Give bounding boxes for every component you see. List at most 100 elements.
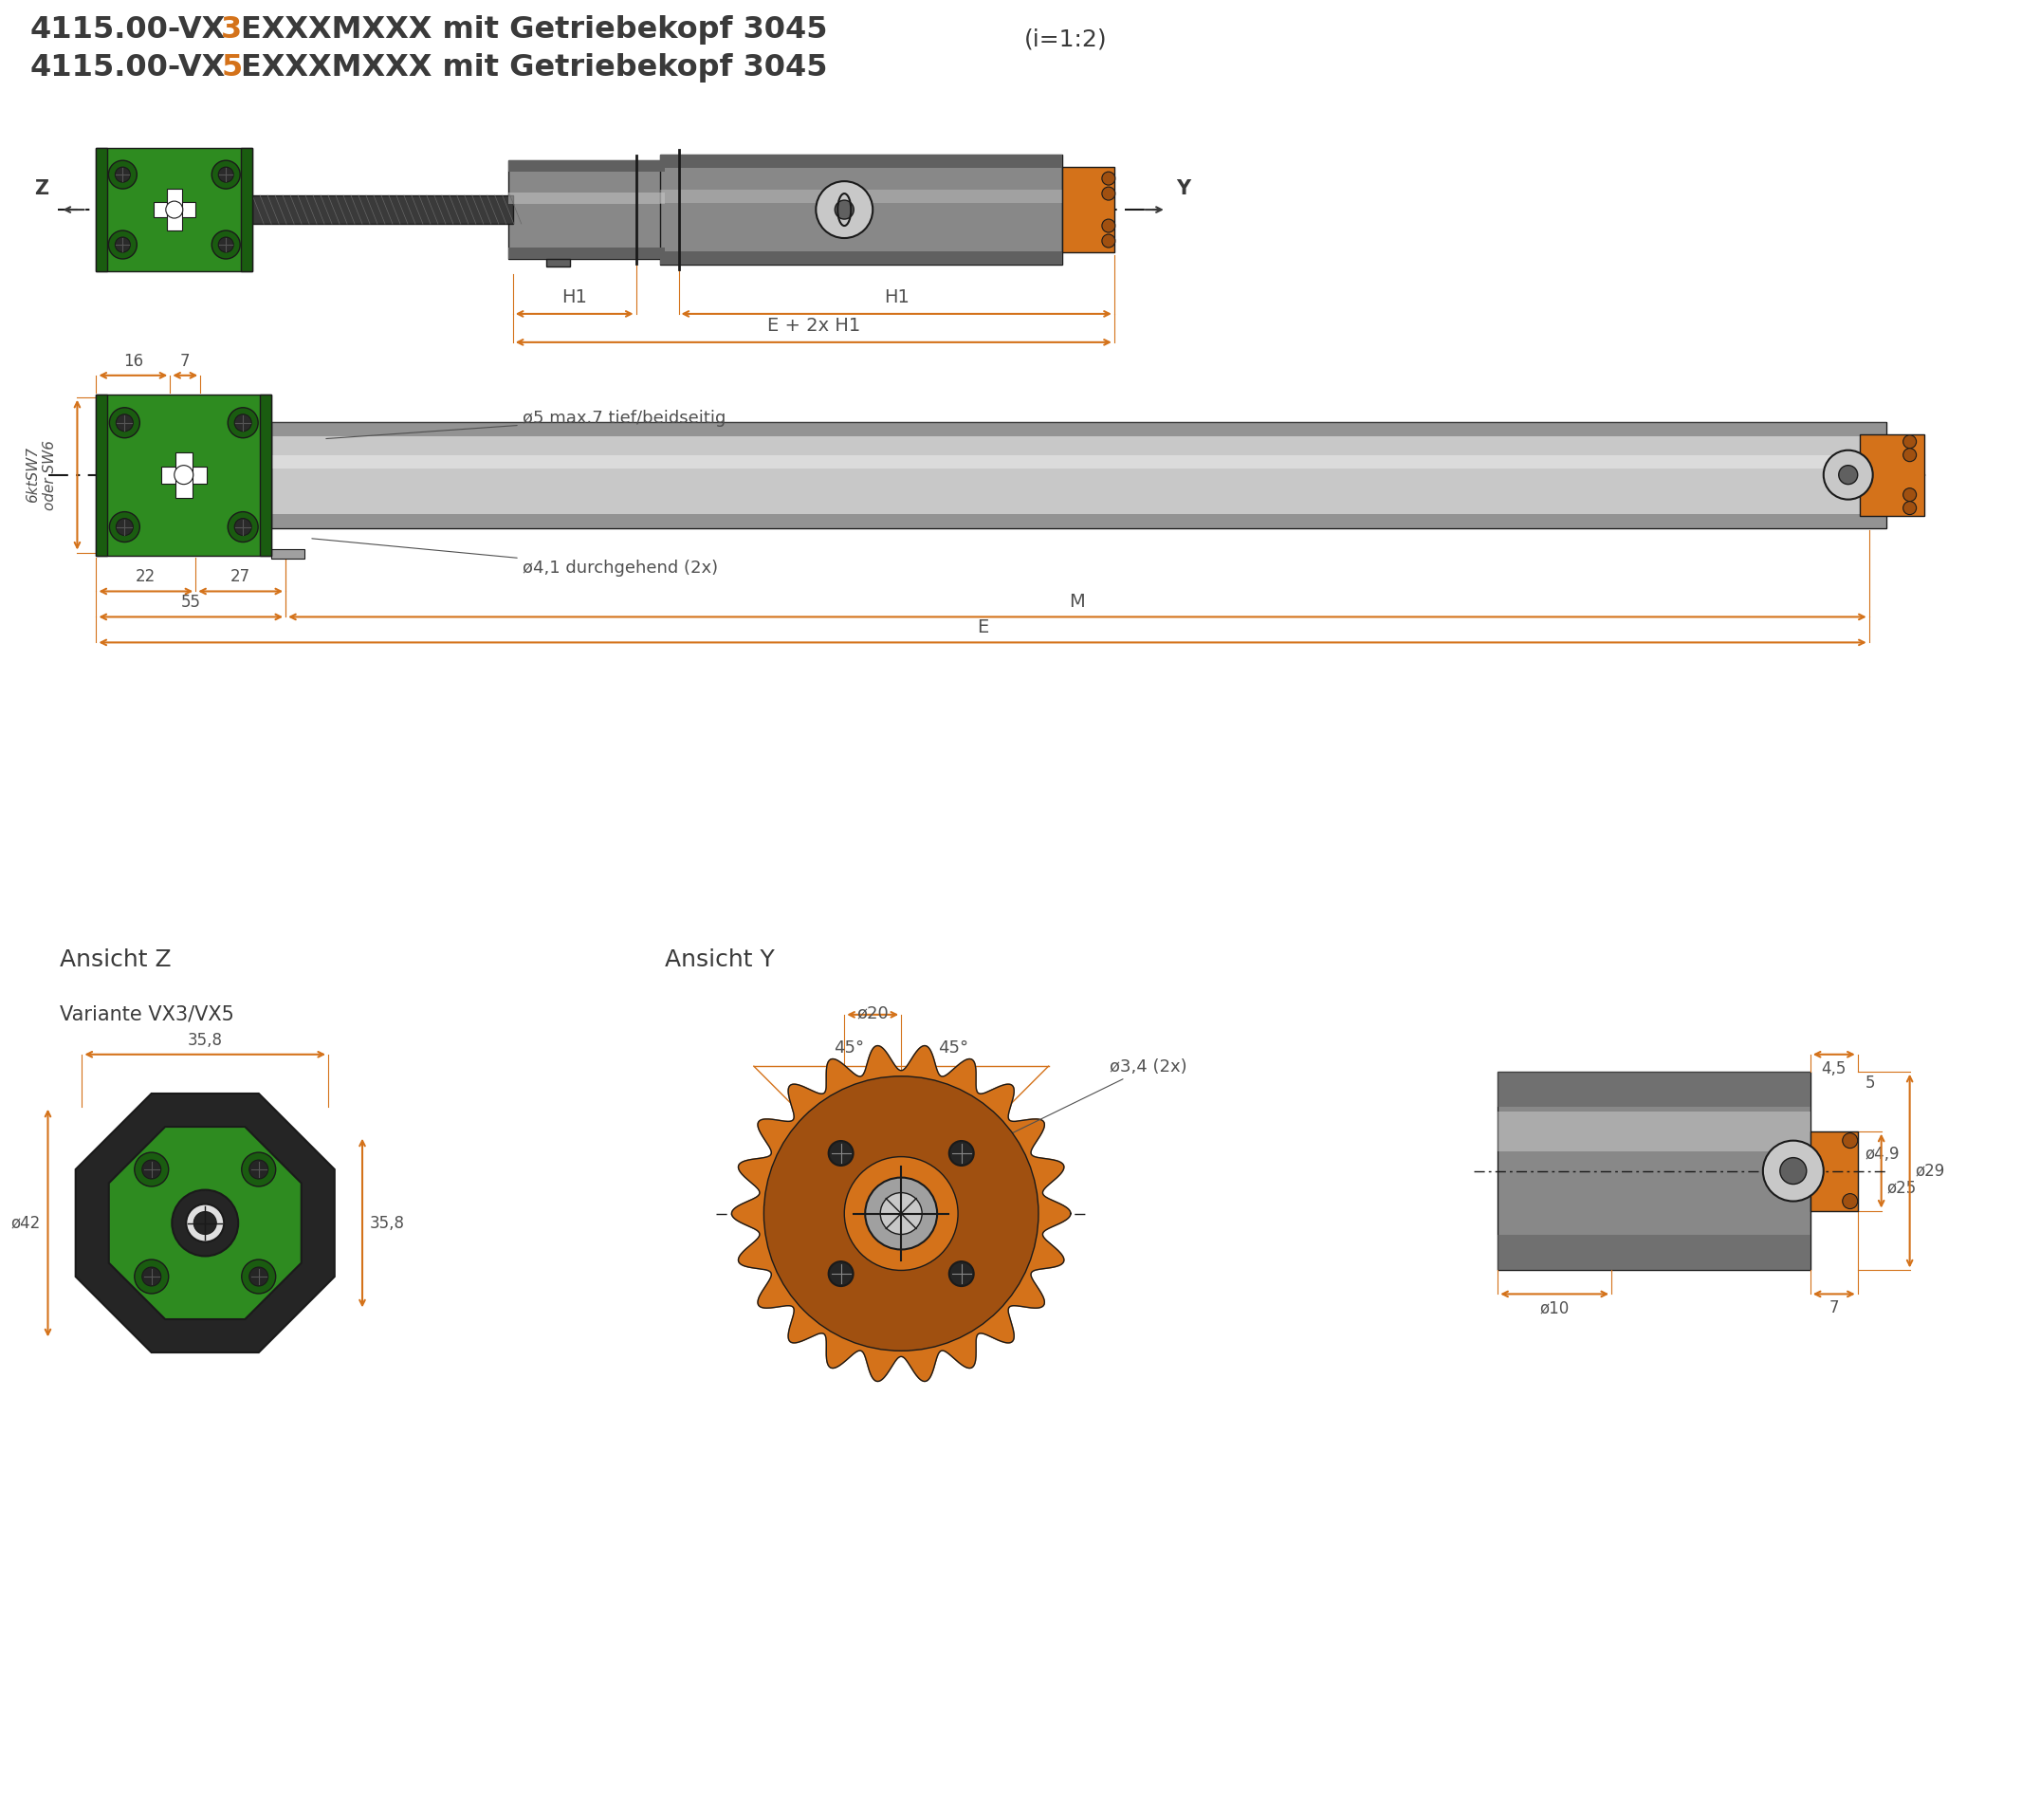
Circle shape	[1838, 466, 1858, 484]
Bar	[508, 160, 665, 258]
Circle shape	[218, 167, 233, 182]
Text: 35,8: 35,8	[188, 1032, 222, 1048]
Text: 7: 7	[180, 353, 190, 369]
Bar	[161, 466, 206, 484]
Circle shape	[1763, 1141, 1824, 1201]
Text: Ansicht Z: Ansicht Z	[61, 948, 171, 972]
Circle shape	[135, 1259, 169, 1294]
Bar	[253, 195, 512, 224]
Circle shape	[834, 200, 855, 218]
Bar	[659, 155, 1063, 264]
Circle shape	[828, 1261, 853, 1287]
Text: 27: 27	[231, 568, 251, 586]
Text: 35,8: 35,8	[369, 1214, 406, 1232]
Bar	[508, 160, 665, 171]
Circle shape	[1781, 1158, 1807, 1185]
Circle shape	[241, 1152, 275, 1187]
Circle shape	[1903, 488, 1916, 501]
Bar	[1497, 1234, 1809, 1270]
Circle shape	[108, 231, 137, 258]
Circle shape	[235, 415, 251, 431]
Text: ø20: ø20	[857, 1005, 889, 1023]
Text: 45°: 45°	[938, 1039, 969, 1057]
Bar	[96, 395, 108, 555]
Circle shape	[108, 160, 137, 189]
Bar	[1063, 167, 1114, 253]
Bar	[547, 258, 569, 266]
Circle shape	[218, 237, 233, 253]
Bar	[96, 395, 271, 555]
Circle shape	[1903, 435, 1916, 448]
Circle shape	[228, 511, 259, 542]
Text: EXXXMXXX mit Getriebekopf 3045: EXXXMXXX mit Getriebekopf 3045	[241, 16, 828, 45]
Circle shape	[110, 511, 141, 542]
Circle shape	[1824, 450, 1873, 499]
Text: EXXXMXXX mit Getriebekopf 3045: EXXXMXXX mit Getriebekopf 3045	[241, 53, 828, 82]
Circle shape	[949, 1261, 973, 1287]
Text: 6ktSW7
oder SW6: 6ktSW7 oder SW6	[27, 440, 57, 510]
Circle shape	[165, 202, 184, 218]
Bar	[96, 147, 108, 271]
Circle shape	[186, 1205, 224, 1241]
Circle shape	[1903, 448, 1916, 462]
Polygon shape	[75, 1094, 335, 1352]
Text: 45°: 45°	[834, 1039, 865, 1057]
Bar	[659, 189, 1063, 204]
Text: H1: H1	[561, 288, 588, 306]
Circle shape	[249, 1267, 267, 1287]
Circle shape	[816, 182, 873, 238]
Circle shape	[171, 1190, 239, 1256]
Circle shape	[116, 519, 133, 535]
Text: 5: 5	[1865, 1074, 1875, 1092]
Text: ø4,1 durchgehend (2x): ø4,1 durchgehend (2x)	[312, 539, 718, 577]
Text: Y: Y	[1175, 180, 1189, 198]
Circle shape	[228, 408, 259, 439]
Bar	[153, 202, 196, 217]
Circle shape	[143, 1159, 161, 1179]
Text: (i=1:2): (i=1:2)	[1024, 27, 1108, 51]
Text: ø25: ø25	[1887, 1179, 1918, 1196]
Bar	[1860, 435, 1924, 515]
Circle shape	[828, 1141, 853, 1165]
Circle shape	[114, 167, 131, 182]
Bar	[1809, 1132, 1858, 1210]
Circle shape	[763, 1076, 1038, 1350]
Bar	[271, 422, 1887, 437]
Text: ø42: ø42	[10, 1214, 41, 1232]
Text: ø5 max.7 tief/beidseitig: ø5 max.7 tief/beidseitig	[326, 410, 726, 439]
Circle shape	[212, 231, 241, 258]
Text: Z: Z	[35, 180, 49, 198]
Text: Ansicht Y: Ansicht Y	[665, 948, 773, 972]
Circle shape	[1842, 1134, 1858, 1148]
Text: 4115.00-VX: 4115.00-VX	[31, 53, 226, 82]
Bar	[1497, 1072, 1809, 1107]
Text: ø10: ø10	[1540, 1299, 1569, 1318]
Bar	[167, 189, 182, 231]
Text: 5: 5	[220, 53, 243, 82]
Circle shape	[949, 1141, 973, 1165]
Text: 4,5: 4,5	[1822, 1059, 1846, 1077]
Text: 22: 22	[137, 568, 155, 586]
Text: ø3,4 (2x): ø3,4 (2x)	[973, 1057, 1187, 1152]
Bar	[1497, 1112, 1809, 1150]
Bar	[259, 395, 271, 555]
Text: 55: 55	[182, 593, 200, 612]
Text: Variante VX3/VX5: Variante VX3/VX5	[61, 1005, 235, 1025]
Bar	[508, 248, 665, 258]
Text: 4115.00-VX: 4115.00-VX	[31, 16, 226, 45]
Bar	[659, 155, 1063, 167]
Text: 7: 7	[1830, 1299, 1838, 1318]
Circle shape	[845, 1158, 959, 1270]
Text: E + 2x H1: E + 2x H1	[767, 317, 861, 335]
Bar	[271, 513, 1887, 528]
Circle shape	[114, 237, 131, 253]
Polygon shape	[108, 1127, 302, 1320]
Circle shape	[110, 408, 141, 439]
Bar	[271, 548, 304, 559]
Circle shape	[194, 1212, 216, 1234]
Circle shape	[1102, 171, 1116, 186]
Bar	[271, 455, 1887, 468]
Text: E: E	[977, 619, 989, 637]
Circle shape	[116, 415, 133, 431]
Bar	[1497, 1072, 1809, 1270]
